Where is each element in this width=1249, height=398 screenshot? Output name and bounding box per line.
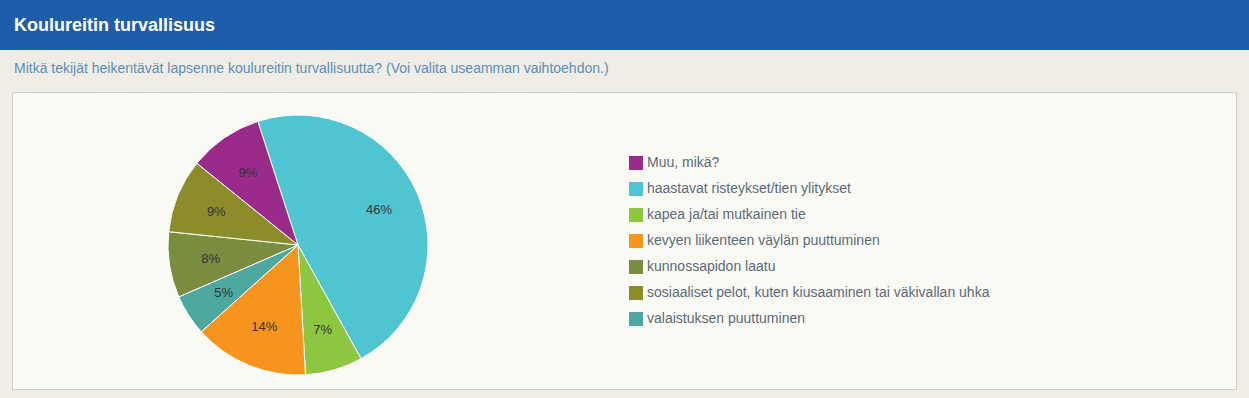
- html-text:kunnossapidon laatu: kunnossapidon laatu: [647, 258, 776, 274]
- html-text:kevyen liikenteen väylän puutt: kevyen liikenteen väylän puuttuminen: [647, 232, 880, 248]
- svg-text:9%: 9%: [207, 204, 226, 219]
- html-text:haastavat risteykset/tien ylit: haastavat risteykset/tien ylitykset: [647, 180, 851, 196]
- html-text:Muu, mikä?: Muu, mikä?: [647, 154, 720, 170]
- svg-text:9%: 9%: [238, 165, 257, 180]
- html-text:Mitkä tekijät heikentävät laps: Mitkä tekijät heikentävät lapsenne koulu…: [14, 60, 609, 76]
- svg-text:7%: 7%: [313, 322, 332, 337]
- svg-text:5%: 5%: [214, 285, 233, 300]
- svg-text:14%: 14%: [251, 319, 277, 334]
- svg-text:8%: 8%: [201, 251, 220, 266]
- html-text:kapea ja/tai mutkainen tie: kapea ja/tai mutkainen tie: [647, 206, 806, 222]
- html-text:Koulureitin turvallisuus: Koulureitin turvallisuus: [14, 14, 215, 35]
- html-text:sosiaaliset pelot, kuten kiusa: sosiaaliset pelot, kuten kiusaaminen tai…: [647, 284, 990, 300]
- html-text:valaistuksen puuttuminen: valaistuksen puuttuminen: [647, 310, 805, 326]
- svg-text:46%: 46%: [366, 202, 392, 217]
